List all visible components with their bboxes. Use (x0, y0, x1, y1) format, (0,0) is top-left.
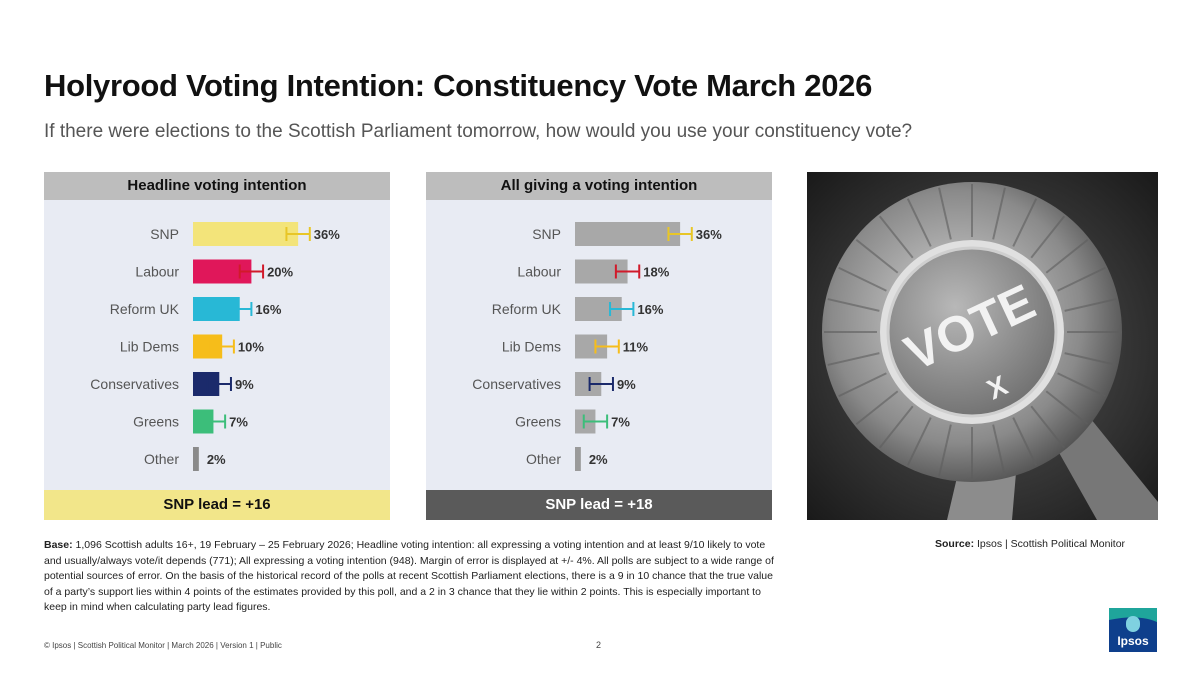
source-note: Source: Ipsos | Scottish Political Monit… (935, 538, 1125, 550)
value-label-snp: 36% (314, 227, 340, 242)
error-bar-snp (285, 227, 311, 241)
value-label-labour: 18% (643, 265, 669, 280)
bar-other (193, 447, 199, 471)
value-label-reform-uk: 16% (255, 302, 281, 317)
value-label-greens: 7% (611, 415, 630, 430)
category-label-other: Other (144, 451, 179, 467)
snp-lead-label: SNP lead = +16 (44, 490, 390, 520)
category-label-greens: Greens (133, 414, 179, 430)
error-bar-conservatives (588, 377, 614, 391)
error-bar-greens (200, 414, 227, 429)
bar-snp (575, 222, 681, 246)
all-intention-chart-plot: SNP 36% Labour 18% Reform UK 16% Lib Dems 11% Co… (426, 200, 772, 490)
category-label-snp: SNP (150, 226, 179, 242)
category-label-labour: Labour (135, 264, 179, 280)
page-number: 2 (596, 640, 602, 650)
error-bar-lib-dems (209, 339, 235, 354)
page-title: Holyrood Voting Intention: Constituency … (44, 68, 873, 103)
error-bar-reform-uk (609, 302, 635, 316)
all-intention-bar-chart: SNP 36% Labour 18% Reform UK 16% Lib Dems 11% Co… (472, 222, 722, 471)
error-bar-snp (667, 227, 693, 241)
error-bar-greens (582, 414, 609, 429)
value-label-reform-uk: 16% (637, 302, 663, 317)
value-label-other: 2% (207, 452, 226, 467)
vote-rosette-image: VOTE X (807, 172, 1158, 520)
headline-chart-plot: SNP 36% Labour 20% Reform UK 16% Lib Dems 10% Co… (44, 200, 390, 490)
category-label-reform-uk: Reform UK (492, 301, 562, 317)
category-label-reform-uk: Reform UK (110, 301, 180, 317)
chart-title: All giving a voting intention (426, 172, 772, 200)
value-label-snp: 36% (696, 227, 722, 242)
snp-lead-label: SNP lead = +18 (426, 490, 772, 520)
base-label: Base: (44, 539, 73, 551)
category-label-other: Other (526, 451, 561, 467)
category-label-snp: SNP (532, 226, 561, 242)
value-label-lib-dems: 10% (238, 340, 264, 355)
error-bar-labour (614, 264, 641, 279)
category-label-conservatives: Conservatives (472, 376, 561, 392)
error-bar-reform-uk (227, 302, 253, 316)
source-label: Source: (935, 538, 975, 550)
category-label-lib-dems: Lib Dems (120, 339, 179, 355)
ipsos-logo: Ipsos (1109, 608, 1157, 652)
source-text: Ipsos | Scottish Political Monitor (974, 538, 1126, 550)
category-label-lib-dems: Lib Dems (502, 339, 561, 355)
footer-copyright: © Ipsos | Scottish Political Monitor | M… (44, 641, 282, 650)
chart-title: Headline voting intention (44, 172, 390, 200)
value-label-labour: 20% (267, 265, 293, 280)
headline-chart-panel: Headline voting intention SNP 36% Labour 20… (44, 172, 390, 520)
category-label-labour: Labour (517, 264, 561, 280)
bar-snp (193, 222, 299, 246)
logo-text: Ipsos (1117, 634, 1149, 648)
value-label-other: 2% (589, 452, 608, 467)
value-label-conservatives: 9% (617, 377, 636, 392)
value-label-conservatives: 9% (235, 377, 254, 392)
value-label-lib-dems: 11% (623, 340, 649, 355)
category-label-greens: Greens (515, 414, 561, 430)
error-bar-conservatives (206, 377, 232, 391)
base-note: Base: 1,096 Scottish adults 16+, 19 Febr… (44, 538, 784, 616)
error-bar-lib-dems (594, 339, 620, 354)
page-subtitle: If there were elections to the Scottish … (44, 121, 913, 142)
bar-other (575, 447, 581, 471)
base-text: 1,096 Scottish adults 16+, 19 February –… (44, 539, 774, 613)
category-label-conservatives: Conservatives (90, 376, 179, 392)
value-label-greens: 7% (229, 415, 248, 430)
headline-bar-chart: SNP 36% Labour 20% Reform UK 16% Lib Dems 10% Co… (90, 222, 340, 471)
error-bar-labour (238, 264, 265, 279)
all-intention-chart-panel: All giving a voting intention SNP 36% Labo… (426, 172, 772, 520)
